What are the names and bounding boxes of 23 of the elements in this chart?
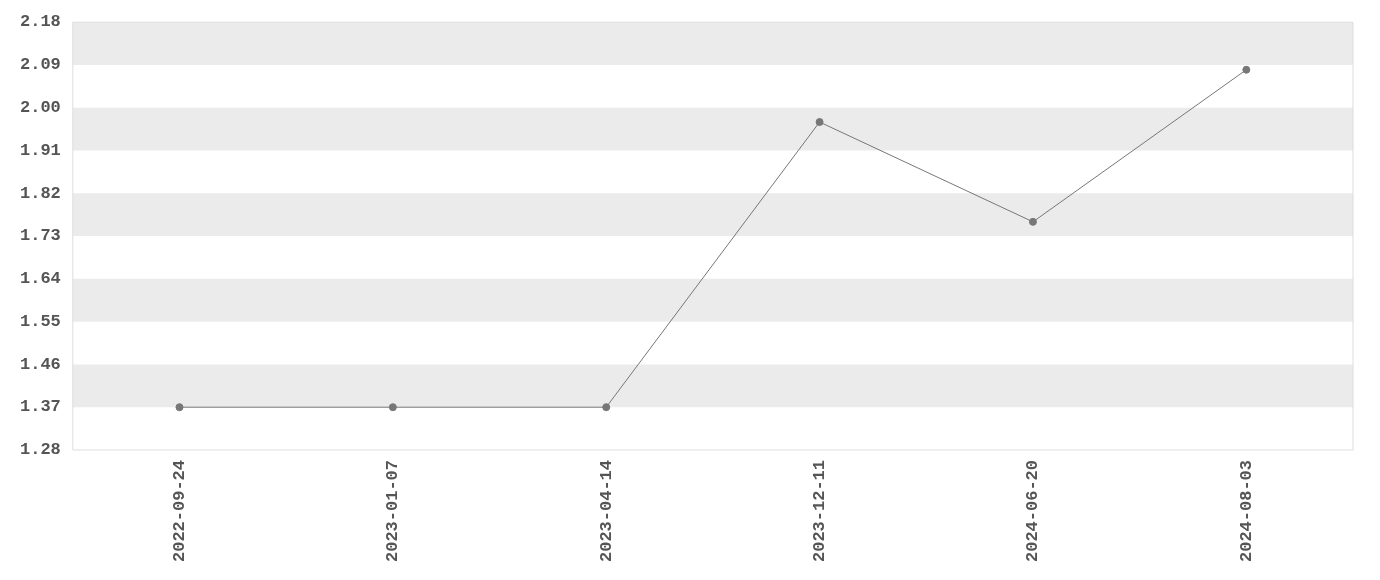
y-tick-label: 2.09 [19, 55, 61, 75]
x-tick-label: 2023-04-14 [596, 459, 616, 563]
point [815, 118, 824, 127]
y-tick-label: 1.46 [19, 354, 61, 374]
point [602, 403, 611, 412]
point [1028, 217, 1037, 226]
point [1242, 65, 1251, 74]
y-tick-label: 1.91 [19, 140, 61, 160]
y-tick-label: 1.73 [19, 226, 61, 246]
x-tick-label: 2024-06-20 [1023, 459, 1043, 563]
y-tick-label: 2.00 [19, 98, 61, 118]
x-tick-label: 2023-01-07 [383, 459, 403, 563]
point [175, 403, 184, 412]
x-tick-label: 2023-12-11 [809, 459, 829, 563]
x-tick-label: 2022-09-24 [169, 459, 189, 563]
y-tick-label: 1.37 [19, 397, 61, 417]
x-tick-label: 2024-08-03 [1236, 459, 1256, 563]
y-tick-label: 1.28 [19, 440, 61, 460]
y-tick-label: 1.55 [19, 311, 61, 331]
y-tick-label: 2.18 [19, 12, 61, 32]
point [388, 403, 397, 412]
y-tick-label: 1.64 [19, 269, 61, 289]
y-tick-label: 1.82 [19, 183, 61, 203]
